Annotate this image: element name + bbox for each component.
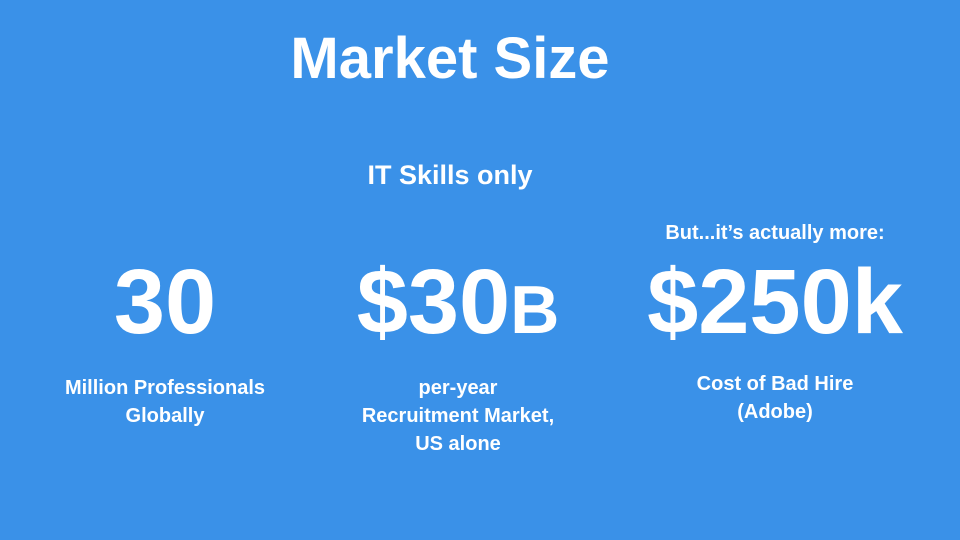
stat-value: $250k [625, 252, 925, 360]
stat-number: $30 [356, 251, 511, 353]
caption-line: Recruitment Market, [361, 405, 555, 427]
caption-line: Cost of Bad Hire [696, 373, 854, 395]
slide-subtitle: IT Skills only [367, 160, 533, 190]
callout-note: But...it’s actually more: [665, 222, 885, 244]
stat-number: 30 [113, 251, 217, 353]
caption-line: US alone [415, 433, 501, 455]
stat-professionals: 30 Million Professionals Globally [30, 252, 300, 430]
stat-number: $250k [647, 251, 903, 353]
stat-bad-hire-cost: $250k Cost of Bad Hire (Adobe) [625, 252, 925, 426]
stat-caption: Million Professionals Globally [30, 374, 300, 430]
caption-line: per-year [418, 377, 498, 399]
stat-value: $30B [318, 252, 598, 360]
stat-recruitment-market: $30B per-year Recruitment Market, US alo… [318, 252, 598, 458]
stat-value: 30 [30, 252, 300, 360]
slide-title: Market Size [290, 26, 610, 91]
caption-line: (Adobe) [737, 401, 813, 423]
caption-line: Million Professionals [64, 377, 266, 399]
stat-caption: per-year Recruitment Market, US alone [318, 374, 598, 458]
stat-caption: Cost of Bad Hire (Adobe) [625, 370, 925, 426]
stat-suffix: B [510, 272, 560, 348]
caption-line: Globally [125, 405, 205, 427]
